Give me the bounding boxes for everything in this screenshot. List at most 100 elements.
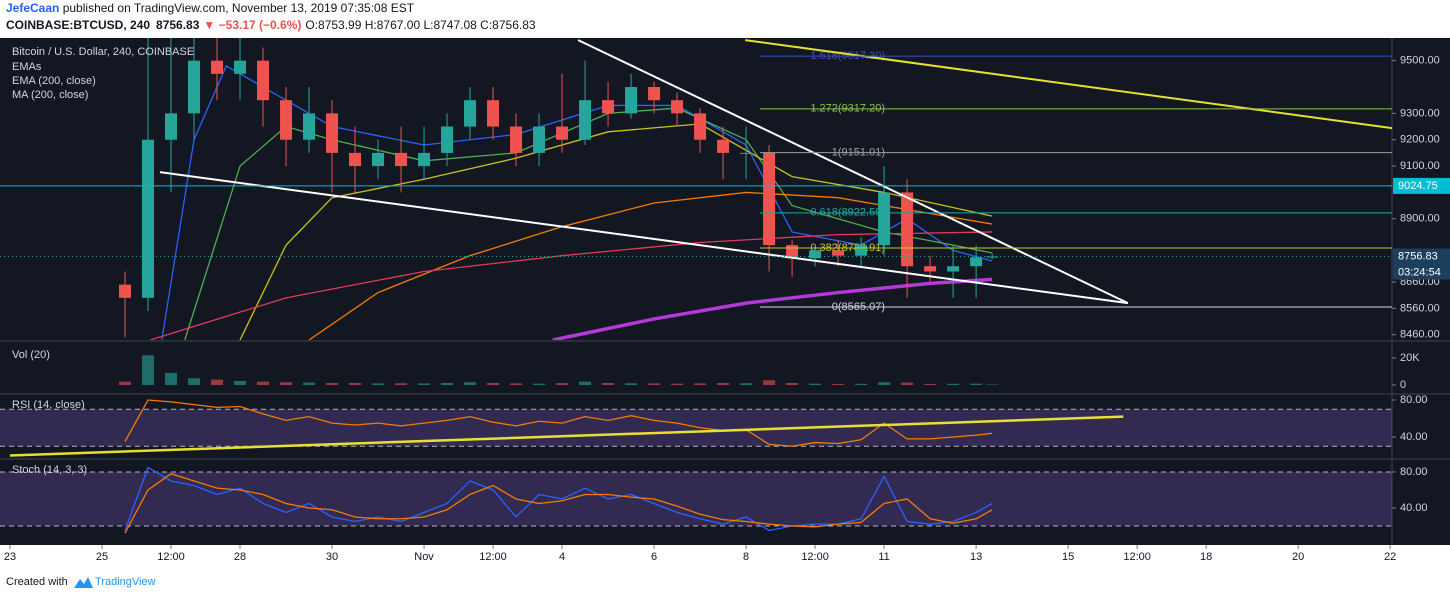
volume-bar [326, 382, 339, 385]
candle-body [763, 152, 776, 246]
volume-bar [211, 379, 224, 385]
chart-title: Bitcoin / U.S. Dollar, 240, COINBASE [12, 46, 194, 58]
candle-body [395, 152, 408, 167]
volume-bar [947, 383, 960, 385]
ohlc: O:8753.99 H:8767.00 L:8747.08 C:8756.83 [305, 18, 536, 32]
volume-bar [510, 383, 523, 385]
candle-body [234, 60, 247, 74]
volume-bar [602, 382, 615, 385]
candle-body [556, 126, 569, 140]
price-label-box [1393, 177, 1450, 194]
volume-bar [878, 382, 891, 385]
footer-text: Created with [6, 576, 68, 588]
header-line: JefeCaan published on TradingView.com, N… [6, 1, 415, 15]
band-fill [0, 409, 1392, 447]
x-tick-label: 6 [651, 551, 657, 563]
y-tick-label: 9200.00 [1400, 134, 1440, 146]
legend-group: EMAs [12, 61, 42, 73]
countdown-box [1393, 264, 1450, 280]
candle-body [165, 113, 178, 140]
y-tick-label: 20K [1400, 352, 1420, 364]
candle-body [648, 87, 661, 101]
rsi-pane [0, 399, 1392, 457]
candle-body [464, 100, 477, 127]
legend-entry: MA (200, close) [12, 89, 88, 101]
price-label-box [1393, 248, 1450, 265]
trendline [159, 171, 1129, 305]
candle-body [211, 60, 224, 74]
change: ▼ −53.17 (−0.6%) [203, 18, 301, 32]
candle-body [924, 266, 937, 272]
x-tick-label: 8 [743, 551, 749, 563]
y-tick-label: 8900.00 [1400, 213, 1440, 225]
volume-bar [280, 382, 293, 385]
volume-bar [986, 384, 999, 385]
volume-bar [556, 383, 569, 385]
volume-bar [118, 381, 131, 385]
y-tick-label: 9300.00 [1400, 107, 1440, 119]
volume-bar [142, 355, 155, 385]
symbol: COINBASE:BTCUSD, 240 [6, 18, 150, 32]
footer-brand[interactable]: TradingView [95, 576, 156, 588]
x-tick-label: 12:00 [1123, 551, 1151, 563]
candle-body [832, 250, 845, 256]
candle-body [441, 126, 454, 153]
volume-bar [671, 383, 684, 385]
countdown: 03:24:54 [1398, 266, 1441, 278]
volume-bar [717, 382, 730, 385]
y-tick-label: 0 [1400, 379, 1406, 391]
volume-bar [418, 383, 431, 385]
x-tick-label: 12:00 [801, 551, 829, 563]
candle-body [487, 100, 500, 127]
pane-title: RSI (14, close) [12, 399, 85, 411]
x-tick-label: Nov [414, 551, 434, 563]
x-tick-label: 25 [96, 551, 108, 563]
stoch-pane [0, 466, 1392, 534]
indicator-line [124, 473, 993, 534]
logo [74, 577, 93, 588]
volume-bar [625, 383, 638, 385]
candle-body [372, 152, 385, 167]
volume-bar [970, 383, 983, 385]
main-pane: 1.618(9517.30)1.272(9317.20)1(9151.01)0.… [0, 38, 1392, 340]
ticker-line: COINBASE:BTCUSD, 240 8756.83 ▼ −53.17 (−0.… [6, 18, 536, 32]
y-tick-label: 80.00 [1400, 466, 1428, 478]
x-tick-label: 20 [1292, 551, 1304, 563]
indicator-line [124, 399, 993, 447]
volume-bar [395, 383, 408, 385]
x-tick-label: 18 [1200, 551, 1212, 563]
volume-bar [533, 383, 546, 385]
volume-bar [487, 382, 500, 385]
candle-body [809, 250, 822, 259]
candle-body [740, 152, 753, 154]
price-label: 9024.75 [1398, 180, 1438, 192]
y-tick-label: 9100.00 [1400, 160, 1440, 172]
candle-body [418, 152, 431, 167]
candle-body [602, 100, 615, 114]
published: published on TradingView.com, November 1… [59, 1, 414, 15]
candle-body [257, 60, 270, 101]
candle-body [510, 126, 523, 153]
author[interactable]: JefeCaan [6, 1, 59, 15]
volume-bar [924, 383, 937, 385]
pane-title: Stoch (14, 3, 3) [12, 464, 87, 476]
legend-entry: EMA (200, close) [12, 75, 96, 87]
candle-body [855, 245, 868, 256]
x-tick-label: 4 [559, 551, 565, 563]
x-tick-label: 12:00 [479, 551, 507, 563]
volume-bar [855, 383, 868, 385]
pane-title: Vol (20) [12, 349, 50, 361]
candle-body [142, 139, 155, 298]
y-tick-label: 40.00 [1400, 431, 1428, 443]
moving-average [308, 191, 993, 340]
volume-bar [257, 381, 270, 385]
volume-bar [372, 383, 385, 385]
trendline [577, 39, 1129, 305]
candle-body [694, 113, 707, 140]
volume-pane [118, 355, 999, 385]
trendline [745, 39, 1392, 130]
last-price: 8756.83 [156, 18, 200, 32]
moving-average [150, 231, 993, 340]
trendline [9, 415, 1124, 457]
volume-bar [188, 378, 201, 385]
